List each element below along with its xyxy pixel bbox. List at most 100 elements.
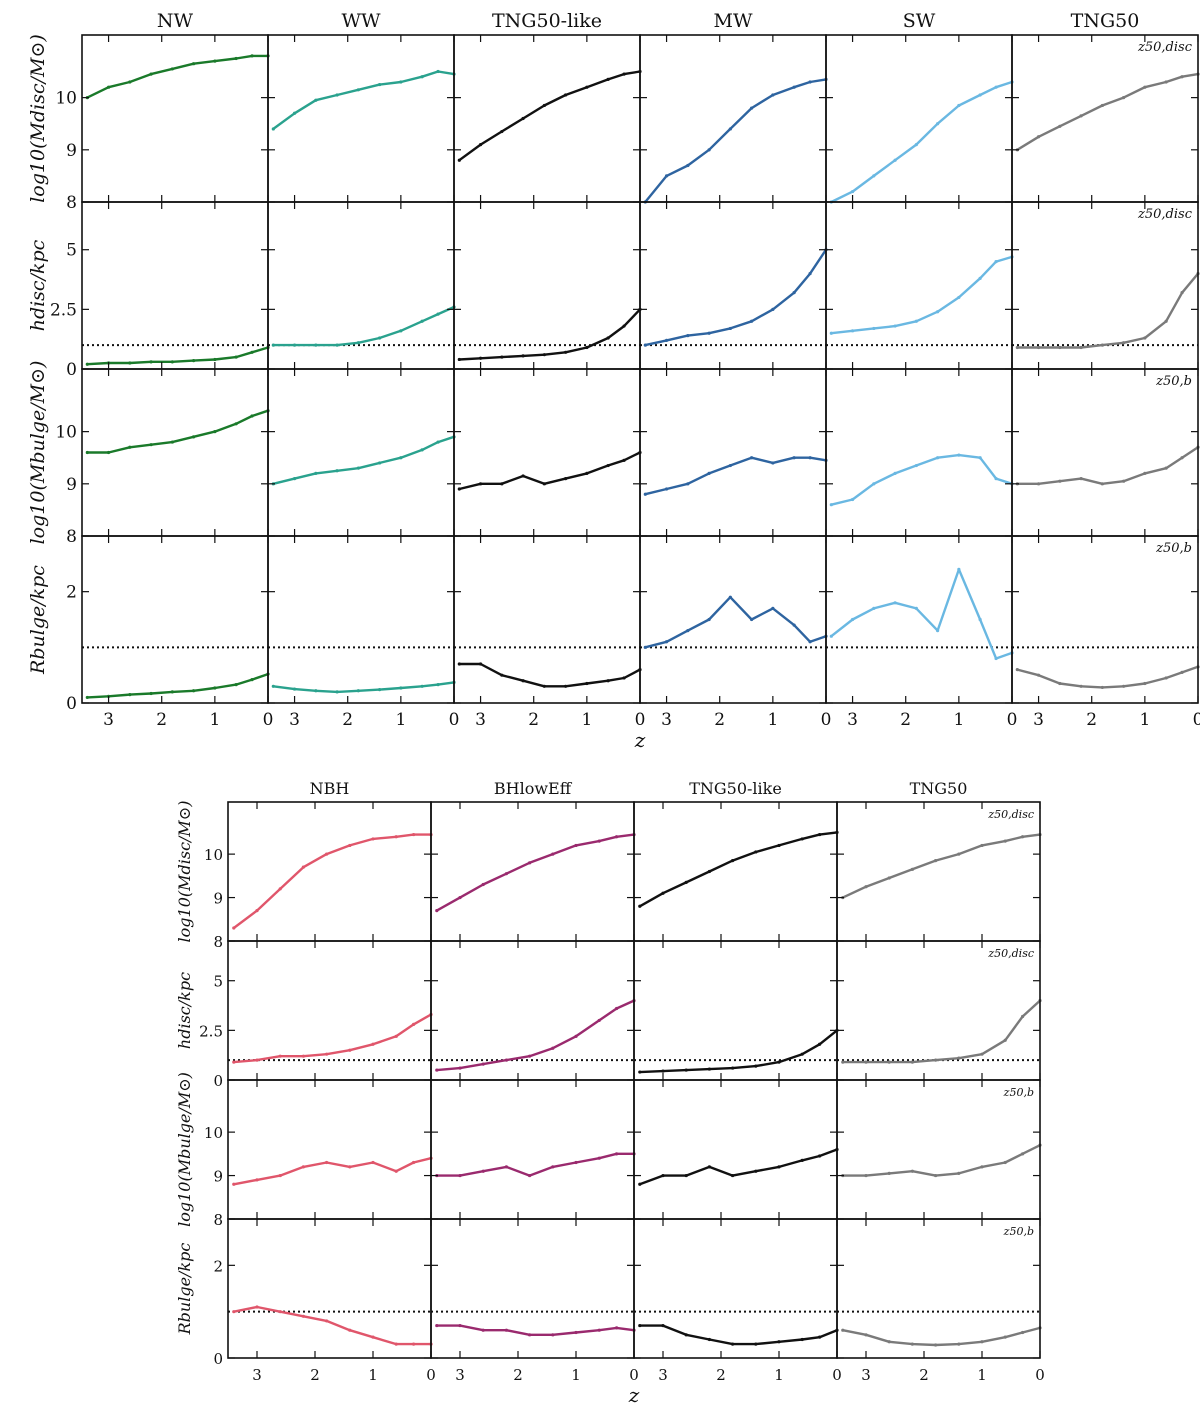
data-point-nbh (348, 1165, 352, 1169)
data-point-sw (994, 260, 998, 264)
data-point-tng50-like (818, 1335, 822, 1339)
panel-tng50-like-row2 (453, 368, 642, 537)
data-point-nbh (278, 1054, 282, 1058)
data-point-nbh (232, 1310, 236, 1314)
data-point-tng50-like (606, 679, 610, 683)
data-point-ww (399, 456, 403, 460)
data-point-tng50-like (818, 1042, 822, 1046)
series-line-nw (87, 672, 269, 699)
data-point-mw (686, 482, 690, 486)
annotation-z50_disc: z50,disc (987, 947, 1034, 960)
data-point-sw (936, 629, 940, 633)
panel-tng50-row0: z50,disc (836, 801, 1042, 942)
data-point-ww (378, 688, 382, 692)
data-point-tng50 (1143, 336, 1147, 340)
panel-tng50-row3: 3 2 1 0 z50,b (836, 1218, 1045, 1384)
series-line-tng50 (842, 1326, 1041, 1347)
x-tick-label: 0 (635, 710, 646, 730)
panel-tng50-like-row1 (633, 940, 839, 1081)
data-point-bhloweff (615, 1006, 619, 1011)
data-point-tng50-like (606, 463, 610, 468)
data-point-nbh (232, 1060, 236, 1064)
series-line-bhloweff (436, 1152, 634, 1177)
panel-frame (639, 201, 827, 370)
data-point-bhloweff (597, 1156, 601, 1160)
panel-frame (1011, 368, 1199, 537)
y-tick-label: 10 (55, 89, 77, 109)
panel-tng50-like-row3: 3 2 1 0 (633, 1218, 842, 1384)
panel-mw-row3: 3 2 1 0 (639, 535, 831, 730)
data-point-tng50 (1036, 482, 1041, 486)
data-point-bhloweff (504, 1165, 508, 1169)
series-line-nbh (233, 1305, 431, 1346)
panel-nw-row1: 02.55 (50, 201, 270, 380)
data-point-tng50-like (585, 85, 589, 89)
data-point-bhloweff (458, 1066, 462, 1070)
panel-frame (227, 1218, 432, 1359)
data-point-sw (978, 617, 982, 622)
y-tick-label: 2 (66, 583, 77, 603)
data-point-nw (149, 691, 153, 696)
data-point-tng50-like (564, 476, 568, 481)
data-point-ww (314, 689, 318, 693)
y-tick-label: 2.5 (50, 300, 77, 320)
data-point-tng50-like (731, 859, 735, 863)
data-point-tng50 (1079, 476, 1083, 481)
panel-frame (453, 535, 641, 704)
data-point-bhloweff (528, 1173, 532, 1178)
data-point-ww (378, 336, 382, 340)
data-point-sw (872, 482, 876, 486)
series-line-nw (87, 346, 269, 366)
data-point-tng50 (957, 1171, 961, 1175)
panel-ww-row0 (267, 34, 456, 203)
series-line-tng50-like (459, 662, 641, 688)
data-point-sw (914, 463, 918, 468)
data-point-tng50 (1021, 1330, 1025, 1335)
data-point-tng50-like (661, 1069, 665, 1073)
data-point-nbh (412, 1342, 416, 1346)
data-point-tng50 (1180, 75, 1184, 79)
data-point-tng50-like (707, 1067, 712, 1071)
data-point-tng50-like (777, 1060, 781, 1064)
data-point-nbh (325, 1160, 329, 1165)
data-point-tng50 (1100, 685, 1104, 690)
panel-nw-row3: 0 2 3 2 1 0 (66, 535, 273, 730)
data-point-tng50-like (754, 1342, 758, 1346)
data-point-mw (643, 492, 647, 496)
panel-frame (836, 1079, 1041, 1220)
data-point-sw (978, 456, 982, 460)
data-point-mw (664, 174, 669, 178)
data-point-nbh (232, 926, 236, 930)
data-point-tng50 (1003, 1335, 1007, 1339)
data-point-tng50 (1015, 345, 1019, 350)
panel-frame (81, 34, 269, 203)
series-line-tng50-like (459, 451, 641, 491)
data-point-tng50 (1003, 1160, 1007, 1165)
series-line-ww (272, 70, 455, 130)
annotation-z50_b: z50,b (1003, 1225, 1034, 1238)
x-tick-label: 1 (977, 1366, 987, 1384)
x-tick-label: 2 (310, 1366, 320, 1384)
x-tick-label: 1 (1139, 710, 1150, 730)
data-point-tng50-like (542, 482, 546, 486)
x-tick-label: 2 (513, 1366, 523, 1384)
data-point-bhloweff (528, 1054, 532, 1058)
y-tick-label: 8 (66, 527, 77, 547)
data-point-mw (728, 127, 732, 131)
data-point-tng50-like (800, 1337, 804, 1342)
y-tick-label: 9 (66, 475, 77, 495)
series-line-tng50-like (459, 308, 641, 361)
data-point-tng50-like (521, 354, 525, 358)
data-point-tng50 (1003, 839, 1007, 843)
data-point-tng50 (887, 1060, 891, 1064)
data-point-tng50 (980, 1340, 984, 1344)
panel-frame (430, 1079, 635, 1220)
data-point-bhloweff (481, 1169, 485, 1173)
x-tick-label: 3 (661, 710, 672, 730)
data-point-tng50 (910, 1169, 915, 1173)
y-tick-label: 9 (66, 141, 77, 161)
panel-frame (639, 535, 827, 704)
series-line-tng50 (1017, 446, 1199, 485)
data-point-nw (213, 686, 217, 690)
data-point-nbh (325, 1052, 329, 1056)
